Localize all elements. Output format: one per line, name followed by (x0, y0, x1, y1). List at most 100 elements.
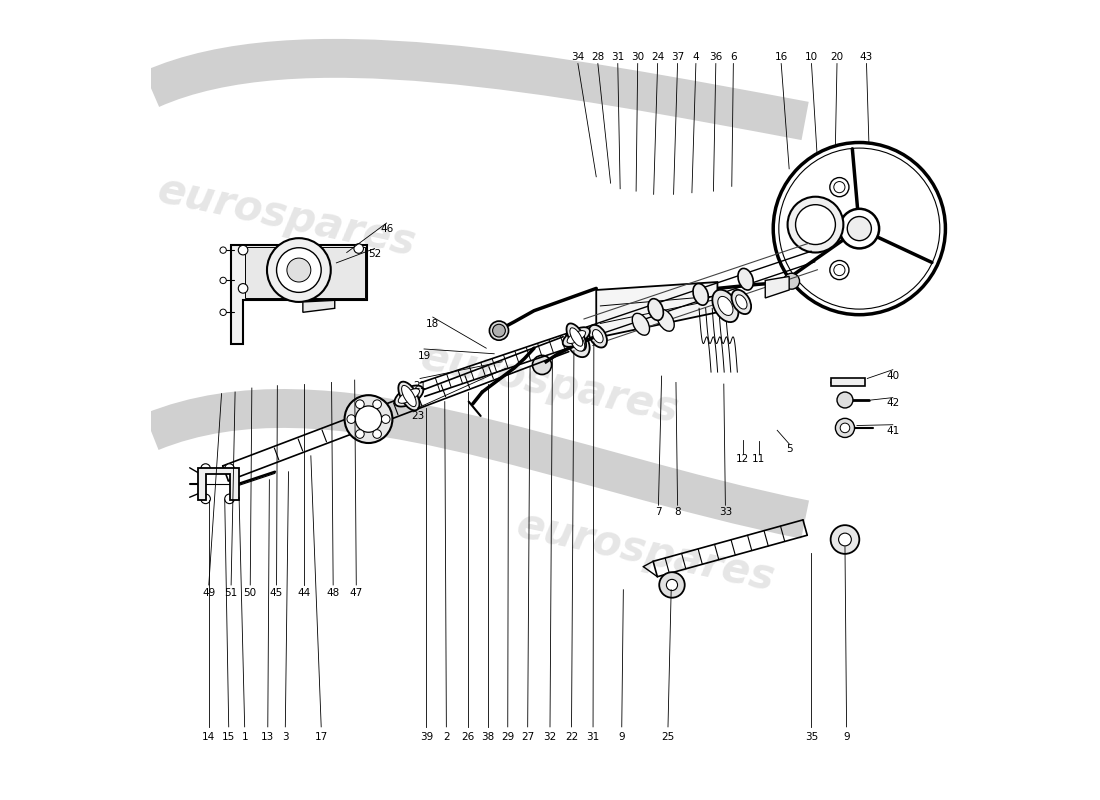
Text: 1: 1 (241, 732, 248, 742)
Text: eurospares: eurospares (154, 169, 420, 265)
Text: 4: 4 (693, 52, 700, 62)
Circle shape (201, 494, 210, 504)
Polygon shape (302, 300, 334, 312)
Circle shape (224, 494, 234, 504)
Text: 49: 49 (202, 588, 216, 598)
Text: 26: 26 (461, 732, 474, 742)
Text: 21: 21 (414, 381, 427, 390)
Circle shape (355, 430, 364, 438)
Text: 12: 12 (736, 454, 749, 464)
Text: 8: 8 (674, 506, 681, 517)
Text: 27: 27 (521, 732, 535, 742)
Text: 35: 35 (805, 732, 818, 742)
Ellipse shape (657, 310, 674, 331)
Text: 23: 23 (411, 411, 425, 421)
Text: 6: 6 (730, 52, 737, 62)
Text: 33: 33 (718, 506, 732, 517)
Text: 18: 18 (426, 319, 439, 330)
Ellipse shape (736, 294, 747, 309)
Polygon shape (198, 468, 239, 500)
Circle shape (267, 238, 331, 302)
Text: 37: 37 (671, 52, 684, 62)
Ellipse shape (570, 328, 583, 346)
Circle shape (287, 258, 311, 282)
Text: 5: 5 (785, 445, 792, 454)
Circle shape (830, 525, 859, 554)
Ellipse shape (402, 386, 416, 406)
Circle shape (847, 217, 871, 241)
Text: 48: 48 (327, 588, 340, 598)
Text: 42: 42 (887, 398, 900, 408)
Circle shape (829, 178, 849, 197)
Ellipse shape (398, 389, 419, 403)
Text: 28: 28 (591, 52, 605, 62)
Circle shape (795, 205, 835, 245)
Polygon shape (766, 277, 789, 298)
Text: 25: 25 (661, 732, 674, 742)
Text: 46: 46 (379, 223, 393, 234)
Circle shape (346, 414, 355, 423)
Ellipse shape (648, 298, 663, 320)
Text: 36: 36 (710, 52, 723, 62)
Ellipse shape (568, 330, 585, 343)
Text: 16: 16 (774, 52, 788, 62)
Text: 2: 2 (443, 732, 450, 742)
Circle shape (355, 400, 364, 409)
Circle shape (201, 464, 210, 474)
Circle shape (355, 406, 382, 432)
Text: 34: 34 (571, 52, 584, 62)
Circle shape (276, 248, 321, 292)
Text: 38: 38 (481, 732, 494, 742)
Circle shape (354, 244, 363, 254)
Text: 39: 39 (420, 732, 433, 742)
Text: 10: 10 (805, 52, 818, 62)
Circle shape (490, 321, 508, 340)
Circle shape (829, 261, 849, 280)
Text: 11: 11 (752, 454, 766, 464)
Text: 24: 24 (651, 52, 664, 62)
Text: 44: 44 (298, 588, 311, 598)
Ellipse shape (571, 334, 585, 351)
Text: 13: 13 (261, 732, 274, 742)
Circle shape (839, 209, 879, 249)
Text: 31: 31 (586, 732, 600, 742)
Circle shape (220, 278, 227, 284)
Text: 50: 50 (244, 588, 256, 598)
Text: 29: 29 (502, 732, 515, 742)
Ellipse shape (566, 328, 590, 357)
Text: eurospares: eurospares (417, 336, 683, 432)
Circle shape (779, 148, 939, 309)
Circle shape (344, 395, 393, 443)
Circle shape (667, 579, 678, 590)
Circle shape (659, 572, 684, 598)
Text: 9: 9 (618, 732, 625, 742)
Circle shape (382, 414, 390, 423)
Text: 41: 41 (887, 426, 900, 436)
Text: 17: 17 (315, 732, 328, 742)
Circle shape (373, 430, 382, 438)
Ellipse shape (395, 386, 424, 406)
Ellipse shape (713, 290, 738, 322)
Text: 30: 30 (631, 52, 645, 62)
Text: 31: 31 (612, 52, 625, 62)
Polygon shape (832, 378, 865, 386)
Text: 45: 45 (270, 588, 283, 598)
Circle shape (224, 464, 234, 474)
Text: 43: 43 (860, 52, 873, 62)
Ellipse shape (593, 330, 603, 343)
Text: 14: 14 (202, 732, 216, 742)
Text: 52: 52 (368, 249, 382, 259)
Ellipse shape (718, 297, 733, 315)
Polygon shape (231, 245, 366, 344)
Circle shape (838, 533, 851, 546)
Text: 9: 9 (844, 732, 850, 742)
Ellipse shape (566, 323, 586, 350)
Circle shape (373, 400, 382, 409)
Text: 19: 19 (417, 351, 431, 361)
Circle shape (840, 423, 850, 433)
Text: eurospares: eurospares (513, 503, 779, 599)
Circle shape (220, 247, 227, 254)
Ellipse shape (398, 382, 419, 410)
Text: 15: 15 (222, 732, 235, 742)
Ellipse shape (693, 283, 708, 305)
